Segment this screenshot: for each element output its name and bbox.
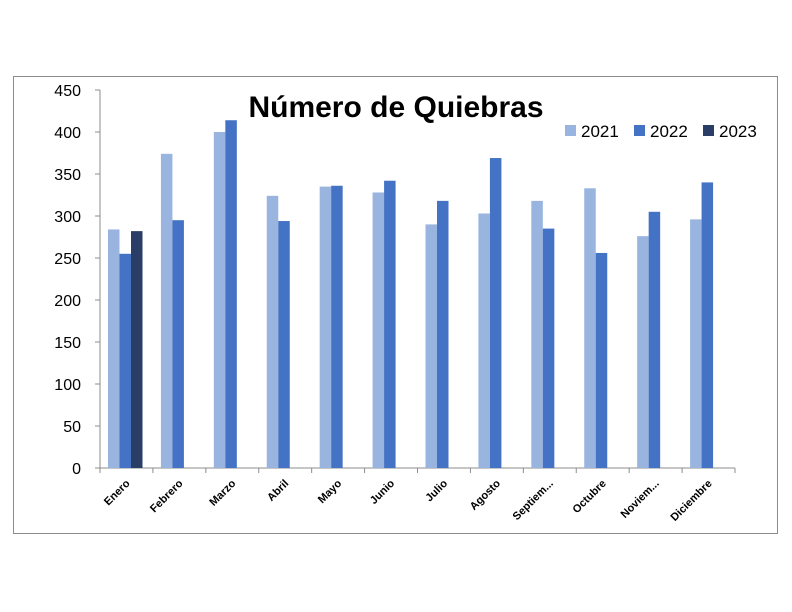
bar-2021-agosto bbox=[478, 213, 490, 468]
y-tick-label: 400 bbox=[54, 125, 81, 142]
y-tick-label: 150 bbox=[54, 335, 81, 352]
x-category-label: Septiem... bbox=[511, 478, 556, 523]
x-category-label: Diciembre bbox=[669, 478, 715, 524]
bar-2021-junio bbox=[372, 192, 385, 469]
x-category-label: Agosto bbox=[468, 477, 503, 512]
bar-2022-abril bbox=[278, 221, 290, 468]
y-tick-label: 450 bbox=[54, 83, 81, 100]
bar-2022-junio bbox=[384, 180, 396, 468]
bar-2021-diciembre bbox=[690, 219, 702, 468]
y-tick-label: 350 bbox=[54, 167, 81, 184]
bar-2022-diciembre bbox=[701, 182, 714, 468]
bar-2022-noviem bbox=[648, 211, 661, 469]
legend: 2021 2022 2023 bbox=[565, 122, 757, 141]
x-category-label: Mayo bbox=[316, 477, 345, 506]
x-category-label: Marzo bbox=[207, 477, 238, 508]
bar-2022-septiem bbox=[542, 228, 555, 468]
bar-2022-julio bbox=[437, 200, 449, 468]
bar-2021-febrero bbox=[160, 153, 173, 468]
y-tick-label: 50 bbox=[63, 419, 81, 436]
y-tick-label: 200 bbox=[54, 293, 81, 310]
y-tick-label: 300 bbox=[54, 209, 81, 226]
legend-label-2022: 2022 bbox=[650, 122, 688, 141]
bar-2022-febrero bbox=[172, 220, 184, 468]
y-axis: 0 50 100 150 200 250 300 350 400 450 bbox=[54, 83, 101, 478]
bar-2021-julio bbox=[425, 224, 437, 468]
bar-2021-mayo bbox=[319, 186, 332, 468]
bar-2021-noviem bbox=[637, 236, 649, 468]
x-axis: Enero Febrero Marzo Abril Mayo Junio Julio Agos… bbox=[99, 467, 736, 524]
y-tick-label: 0 bbox=[72, 461, 81, 478]
legend-swatch-2023 bbox=[703, 125, 714, 136]
legend-swatch-2021 bbox=[565, 125, 576, 136]
x-category-label: Octubre bbox=[571, 478, 609, 516]
bar-2022-octubre bbox=[595, 252, 608, 468]
x-category-label: Noviem... bbox=[619, 478, 662, 521]
legend-label-2021: 2021 bbox=[581, 122, 619, 141]
x-category-label: Enero bbox=[102, 477, 133, 508]
y-tick-label: 250 bbox=[54, 251, 81, 268]
bar-2022-enero bbox=[119, 253, 131, 468]
x-category-label: Abril bbox=[265, 478, 291, 504]
bars bbox=[108, 120, 714, 469]
bar-2021-marzo bbox=[213, 132, 226, 468]
bar-2022-marzo bbox=[225, 120, 237, 469]
chart-title: Número de Quiebras bbox=[248, 91, 543, 124]
bar-2022-agosto bbox=[489, 158, 502, 469]
bar-2021-abril bbox=[266, 195, 279, 468]
legend-label-2023: 2023 bbox=[719, 122, 757, 141]
x-category-label: Junio bbox=[368, 477, 397, 506]
x-category-label: Julio bbox=[423, 477, 450, 504]
y-tick-label: 100 bbox=[54, 377, 81, 394]
bar-2021-enero bbox=[108, 229, 120, 468]
legend-swatch-2022 bbox=[634, 125, 645, 136]
x-category-label: Febrero bbox=[148, 477, 186, 515]
bar-2022-mayo bbox=[331, 185, 343, 468]
bar-2023-enero bbox=[131, 231, 143, 468]
bar-2021-octubre bbox=[584, 188, 596, 468]
bar-2021-septiem bbox=[531, 200, 543, 468]
